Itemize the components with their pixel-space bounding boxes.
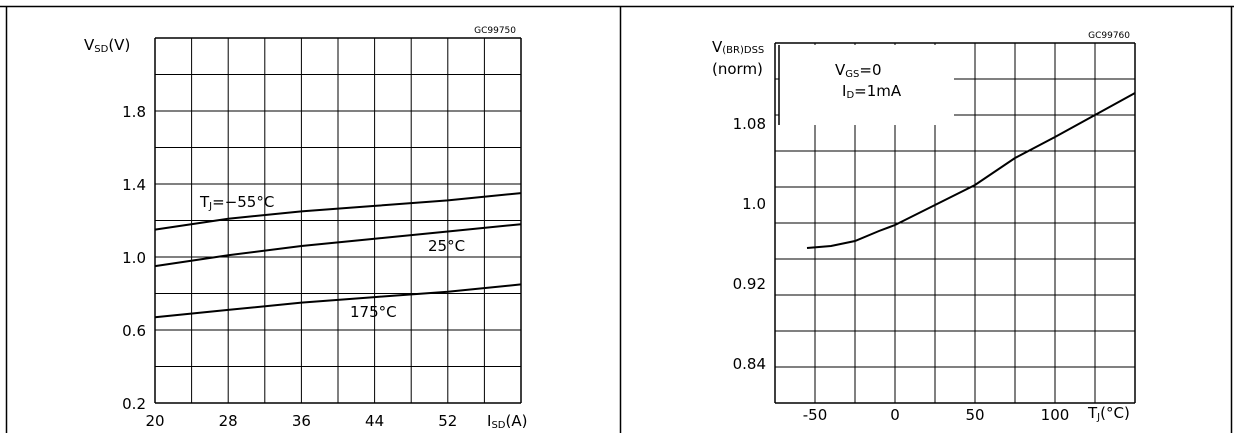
chart2-x-tick-label: 100 [1041,406,1070,424]
chart1-y-tick-label: 1.8 [122,103,146,121]
chart2-y-tick-label: 0.92 [733,275,766,293]
chart1-x-tick-label: 36 [292,412,311,430]
chart1-y-tick-labels: 0.2 0.6 1.0 1.4 1.8 [122,103,146,413]
chart2-x-tick-label: -50 [803,406,828,424]
chart2-figure-code: GC99760 [1088,31,1130,41]
chart1-x-tick-label: 28 [219,412,238,430]
chart2-x-tick-label: 50 [965,406,984,424]
chart1-x-tick-labels: 20 28 36 44 52 [145,412,457,430]
chart1-y-axis-label: VSD(V) [84,36,130,55]
chart2-y-tick-label: 1.0 [742,195,766,213]
condition-id: ID=1mA [842,82,902,101]
chart1-x-tick-label: 52 [438,412,457,430]
chart2-y-tick-labels: 0.84 0.92 1.0 1.08 [733,115,766,373]
chart1-y-tick-label: 1.4 [122,176,146,194]
chart2-y-axis-label-line2: (norm) [712,60,763,78]
chart1-grid [154,37,522,404]
chart2-y-axis-label-line1: V(BR)DSS [712,38,764,56]
chart2-y-tick-label: 0.84 [733,355,766,373]
chart1-figure-code: GC99750 [474,26,516,36]
chart1-y-tick-label: 0.2 [122,395,146,413]
chart2-series [806,92,1136,249]
chart2-y-tick-label: 1.08 [733,115,766,133]
chart1-y-tick-label: 1.0 [122,249,146,267]
chart1-series [154,192,522,319]
chart1-x-axis-label: ISD(A) [487,412,527,431]
chart1-x-tick-label: 20 [145,412,164,430]
series-label-175c: 175°C [350,303,397,321]
condition-vgs: VGS=0 [835,61,882,80]
chart2-series-line-0 [806,92,1136,249]
series-label-tj-minus55: TJ=−55°C [199,193,274,212]
chart2-x-tick-label: 0 [890,406,900,424]
chart1-y-tick-label: 0.6 [122,322,146,340]
chart2-x-tick-labels: -50 0 50 100 [803,406,1070,424]
series-label-25c: 25°C [428,237,465,255]
chart1-series-line-0 [154,192,522,231]
chart1-series-line-2 [154,283,522,319]
conditions-box [779,45,954,125]
chart1-x-tick-label: 44 [365,412,384,430]
chart2-x-axis-label: TJ(°C) [1087,404,1130,423]
vsd-vs-isd-chart: 20 28 36 44 52 0.2 0.6 1.0 1.4 1.8 GC99750 VSD(V… [84,26,527,431]
chart1-series-line-1 [154,223,522,268]
vbr-dss-vs-tj-chart: -50 0 50 100 0.84 0.92 1.0 1.08 GC99760 V(BR)D… [712,31,1136,424]
